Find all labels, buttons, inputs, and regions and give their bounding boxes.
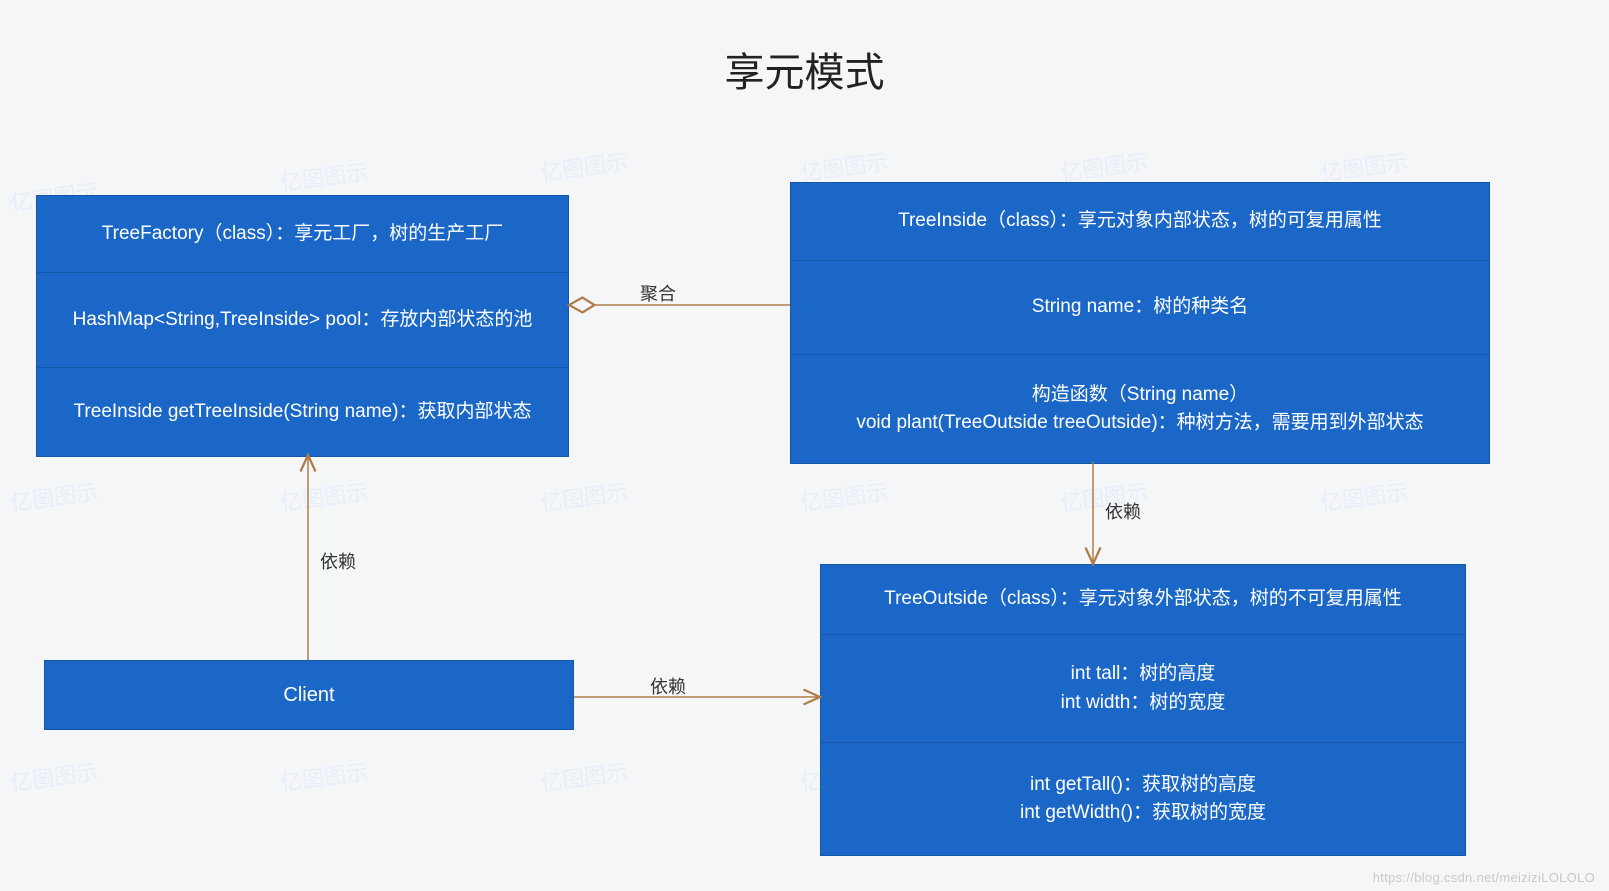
node-row: int tall：树的高度 int width：树的宽度 [821,635,1465,743]
watermark: 亿图图示 [8,754,100,798]
node-row: HashMap<String,TreeInside> pool：存放内部状态的池 [37,273,568,368]
footer-url: https://blog.csdn.net/meiziziLOLOLO [1373,870,1595,885]
node-tree-inside: TreeInside（class）：享元对象内部状态，树的可复用属性 Strin… [790,182,1490,464]
node-tree-outside: TreeOutside（class）：享元对象外部状态，树的不可复用属性 int… [820,564,1466,856]
watermark: 亿图图示 [278,154,370,198]
node-row: 构造函数（String name） void plant(TreeOutside… [791,355,1489,463]
watermark: 亿图图示 [798,474,890,518]
edge-label-aggregation: 聚合 [640,280,676,306]
node-client: Client [44,660,574,730]
watermark: 亿图图示 [278,474,370,518]
watermark: 亿图图示 [1318,474,1410,518]
node-row: TreeOutside（class）：享元对象外部状态，树的不可复用属性 [821,565,1465,635]
node-row: TreeFactory（class）：享元工厂，树的生产工厂 [37,196,568,273]
watermark: 亿图图示 [278,754,370,798]
node-row: TreeInside getTreeInside(String name)：获取… [37,368,568,456]
watermark: 亿图图示 [538,474,630,518]
edge-label-depend-cf: 依赖 [320,548,356,574]
watermark: 亿图图示 [8,474,100,518]
node-row: int getTall()：获取树的高度 int getWidth()：获取树的… [821,743,1465,855]
node-row: String name：树的种类名 [791,261,1489,355]
watermark: 亿图图示 [538,144,630,188]
diagram-title: 享元模式 [725,40,885,98]
node-tree-factory: TreeFactory（class）：享元工厂，树的生产工厂 HashMap<S… [36,195,569,457]
edge-label-depend-io: 依赖 [1105,498,1141,524]
node-row: TreeInside（class）：享元对象内部状态，树的可复用属性 [791,183,1489,261]
watermark: 亿图图示 [538,754,630,798]
node-label: Client [283,684,334,707]
edge-label-depend-co: 依赖 [650,673,686,699]
